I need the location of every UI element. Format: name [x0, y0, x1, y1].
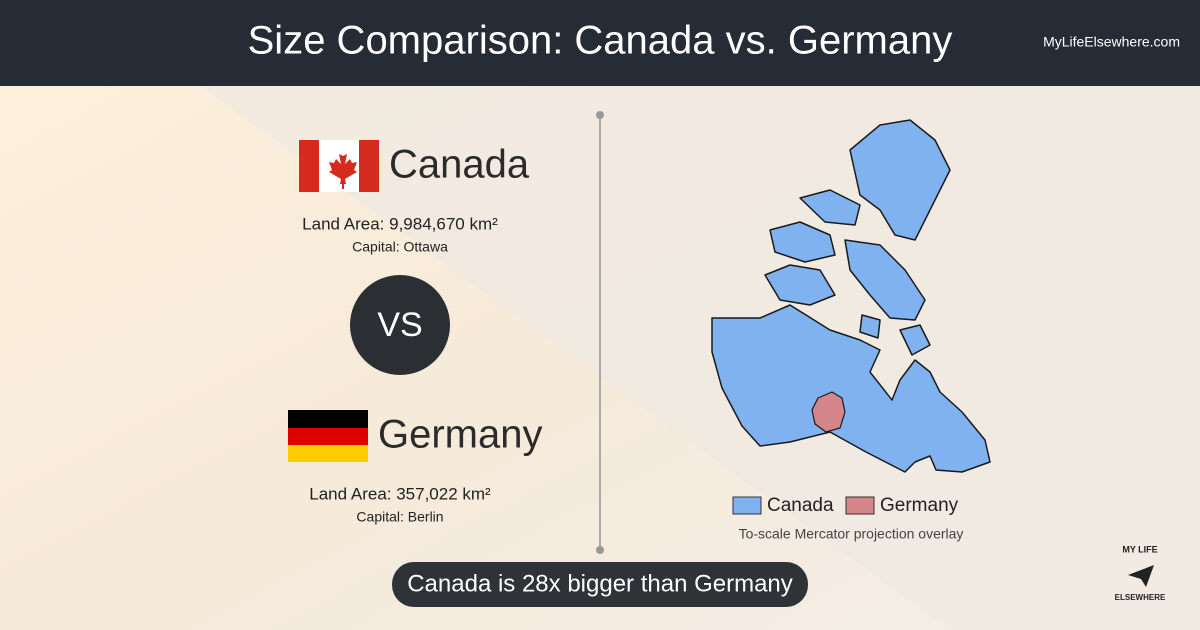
map-note: To-scale Mercator projection overlay — [739, 526, 964, 542]
divider-end — [596, 546, 604, 554]
capital: Capital: Ottawa — [352, 239, 448, 255]
site-name: MyLifeElsewhere.com — [1043, 34, 1180, 50]
germany-flag — [288, 410, 368, 462]
logo-text: ELSEWHERE — [1115, 593, 1166, 602]
capital: Capital: Berlin — [356, 509, 443, 525]
canada-map — [711, 119, 991, 473]
vs-badge — [350, 275, 450, 375]
germany-map — [811, 391, 846, 433]
legend-label: Germany — [880, 495, 959, 516]
vs-text: VS — [377, 306, 422, 344]
canada-flag — [299, 140, 379, 192]
summary-text: Canada is 28x bigger than Germany — [407, 570, 793, 597]
legend-swatch — [732, 496, 762, 515]
page-title: Size Comparison: Canada vs. Germany — [248, 19, 953, 63]
background-band — [200, 86, 1200, 630]
land-area: Land Area: 357,022 km² — [309, 484, 491, 503]
country-name: Germany — [378, 413, 543, 457]
header-bar — [0, 0, 1200, 86]
legend-swatch — [845, 496, 875, 515]
logo: MY LIFE ELSEWHERE — [1115, 544, 1166, 602]
legend-label: Canada — [767, 495, 834, 516]
logo-text: MY LIFE — [1122, 544, 1157, 554]
logo-plane — [1128, 565, 1154, 587]
land-area: Land Area: 9,984,670 km² — [302, 214, 498, 233]
country-name: Canada — [389, 143, 530, 187]
divider-end — [596, 111, 604, 119]
summary-pill — [392, 562, 808, 607]
